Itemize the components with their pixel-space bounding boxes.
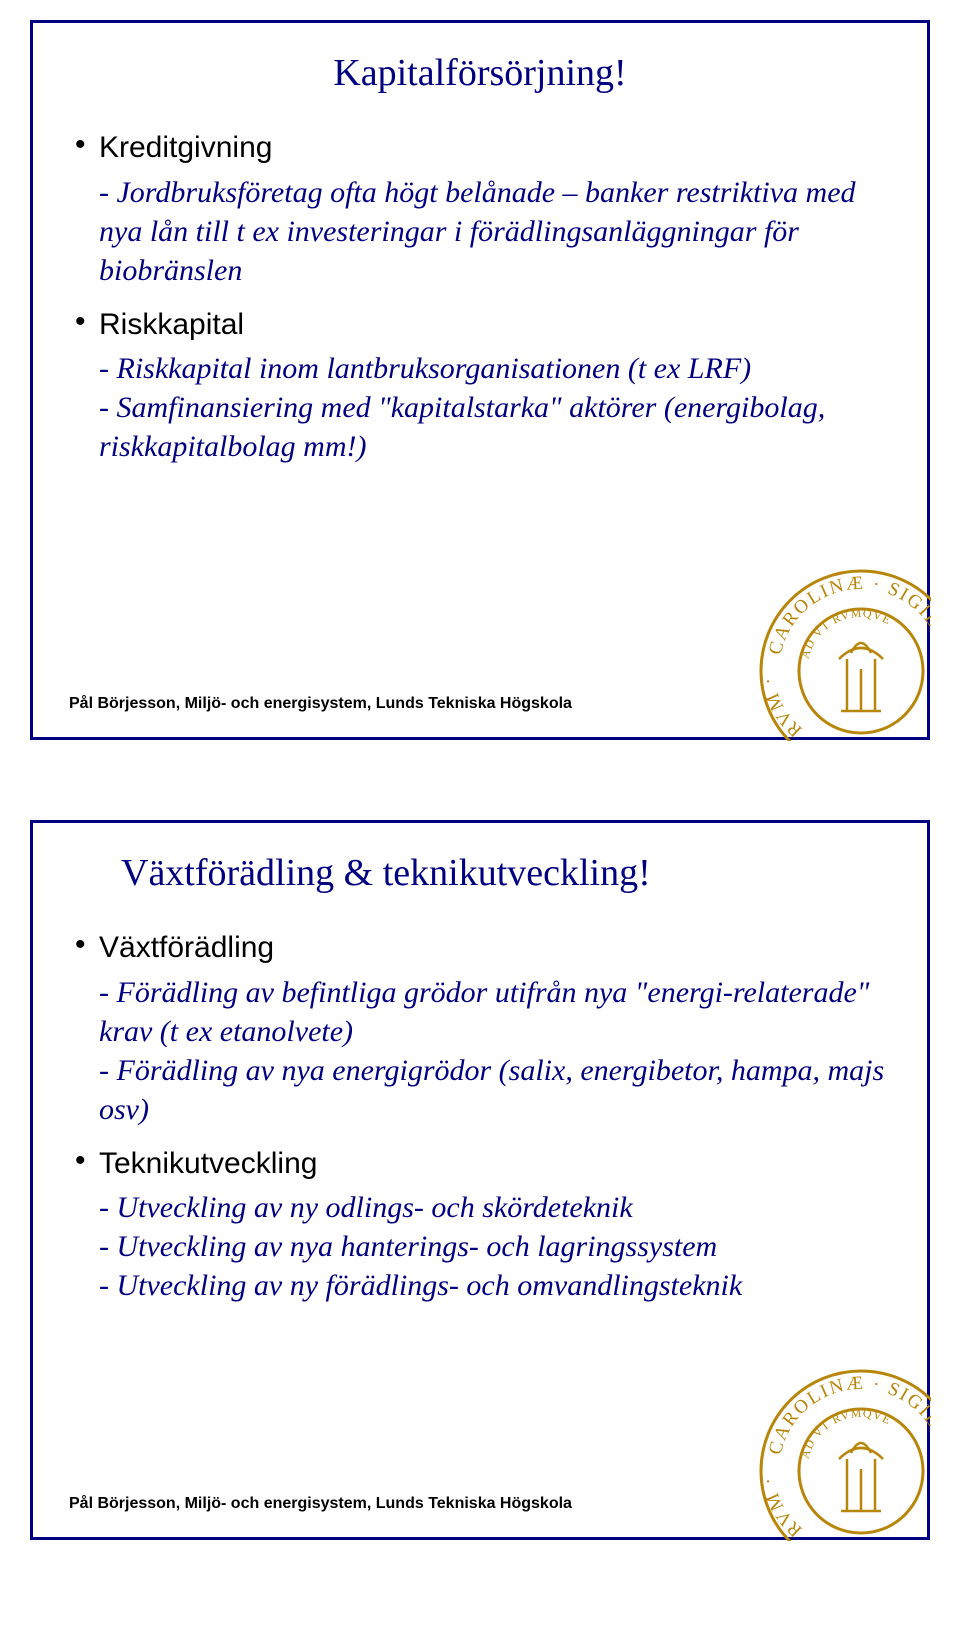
slide-2-title: Växtförädling & teknikutveckling! — [69, 851, 891, 895]
bullet-head: Växtförädling — [99, 929, 891, 967]
svg-text:CAROLINÆ · SIGIL: CAROLINÆ · SIGIL — [765, 1373, 931, 1457]
subline: - Förädling av befintliga grödor utifrån… — [99, 973, 891, 1051]
bullet-head: Riskkapital — [99, 306, 891, 344]
slide-1: Kapitalförsörjning! Kreditgivning - Jord… — [30, 20, 930, 740]
svg-text:AD VT RVMQVE: AD VT RVMQVE — [798, 606, 894, 660]
bullet-kreditgivning: Kreditgivning - Jordbruksföretag ofta hö… — [69, 129, 891, 290]
slide-1-title: Kapitalförsörjning! — [69, 51, 891, 95]
seal-icon: CAROLINÆ · SIGIL RVM · AD VT RVMQVE — [751, 1361, 931, 1541]
bullet-teknikutveckling: Teknikutveckling - Utveckling av ny odli… — [69, 1145, 891, 1306]
subline: - Utveckling av ny förädlings- och omvan… — [99, 1266, 891, 1305]
slide-2: Växtförädling & teknikutveckling! Växtfö… — [30, 820, 930, 1540]
subline: - Samfinansiering med "kapitalstarka" ak… — [99, 388, 891, 466]
seal-icon: CAROLINÆ · SIGIL RVM · AD VT RVMQVE — [751, 561, 931, 741]
svg-text:AD VT RVMQVE: AD VT RVMQVE — [798, 1406, 894, 1460]
bullet-vaxtforadling: Växtförädling - Förädling av befintliga … — [69, 929, 891, 1129]
subline: - Jordbruksföretag ofta högt belånade – … — [99, 173, 891, 290]
subline: - Utveckling av ny odlings- och skördete… — [99, 1188, 891, 1227]
svg-text:RVM ·: RVM · — [758, 1474, 807, 1540]
slide-2-bullets: Växtförädling - Förädling av befintliga … — [69, 929, 891, 1305]
svg-text:CAROLINÆ · SIGIL: CAROLINÆ · SIGIL — [765, 573, 931, 657]
university-seal: CAROLINÆ · SIGIL RVM · AD VT RVMQVE — [711, 521, 931, 741]
university-seal: CAROLINÆ · SIGIL RVM · AD VT RVMQVE — [711, 1321, 931, 1541]
slide-footer: Pål Börjesson, Miljö- och energisystem, … — [69, 695, 572, 713]
bullet-head: Teknikutveckling — [99, 1145, 891, 1183]
slide-1-bullets: Kreditgivning - Jordbruksföretag ofta hö… — [69, 129, 891, 466]
bullet-riskkapital: Riskkapital - Riskkapital inom lantbruks… — [69, 306, 891, 467]
svg-text:RVM ·: RVM · — [758, 674, 807, 740]
subline: - Förädling av nya energigrödor (salix, … — [99, 1051, 891, 1129]
subline: - Riskkapital inom lantbruksorganisation… — [99, 349, 891, 388]
bullet-head: Kreditgivning — [99, 129, 891, 167]
subline: - Utveckling av nya hanterings- och lagr… — [99, 1227, 891, 1266]
slide-footer: Pål Börjesson, Miljö- och energisystem, … — [69, 1495, 572, 1513]
